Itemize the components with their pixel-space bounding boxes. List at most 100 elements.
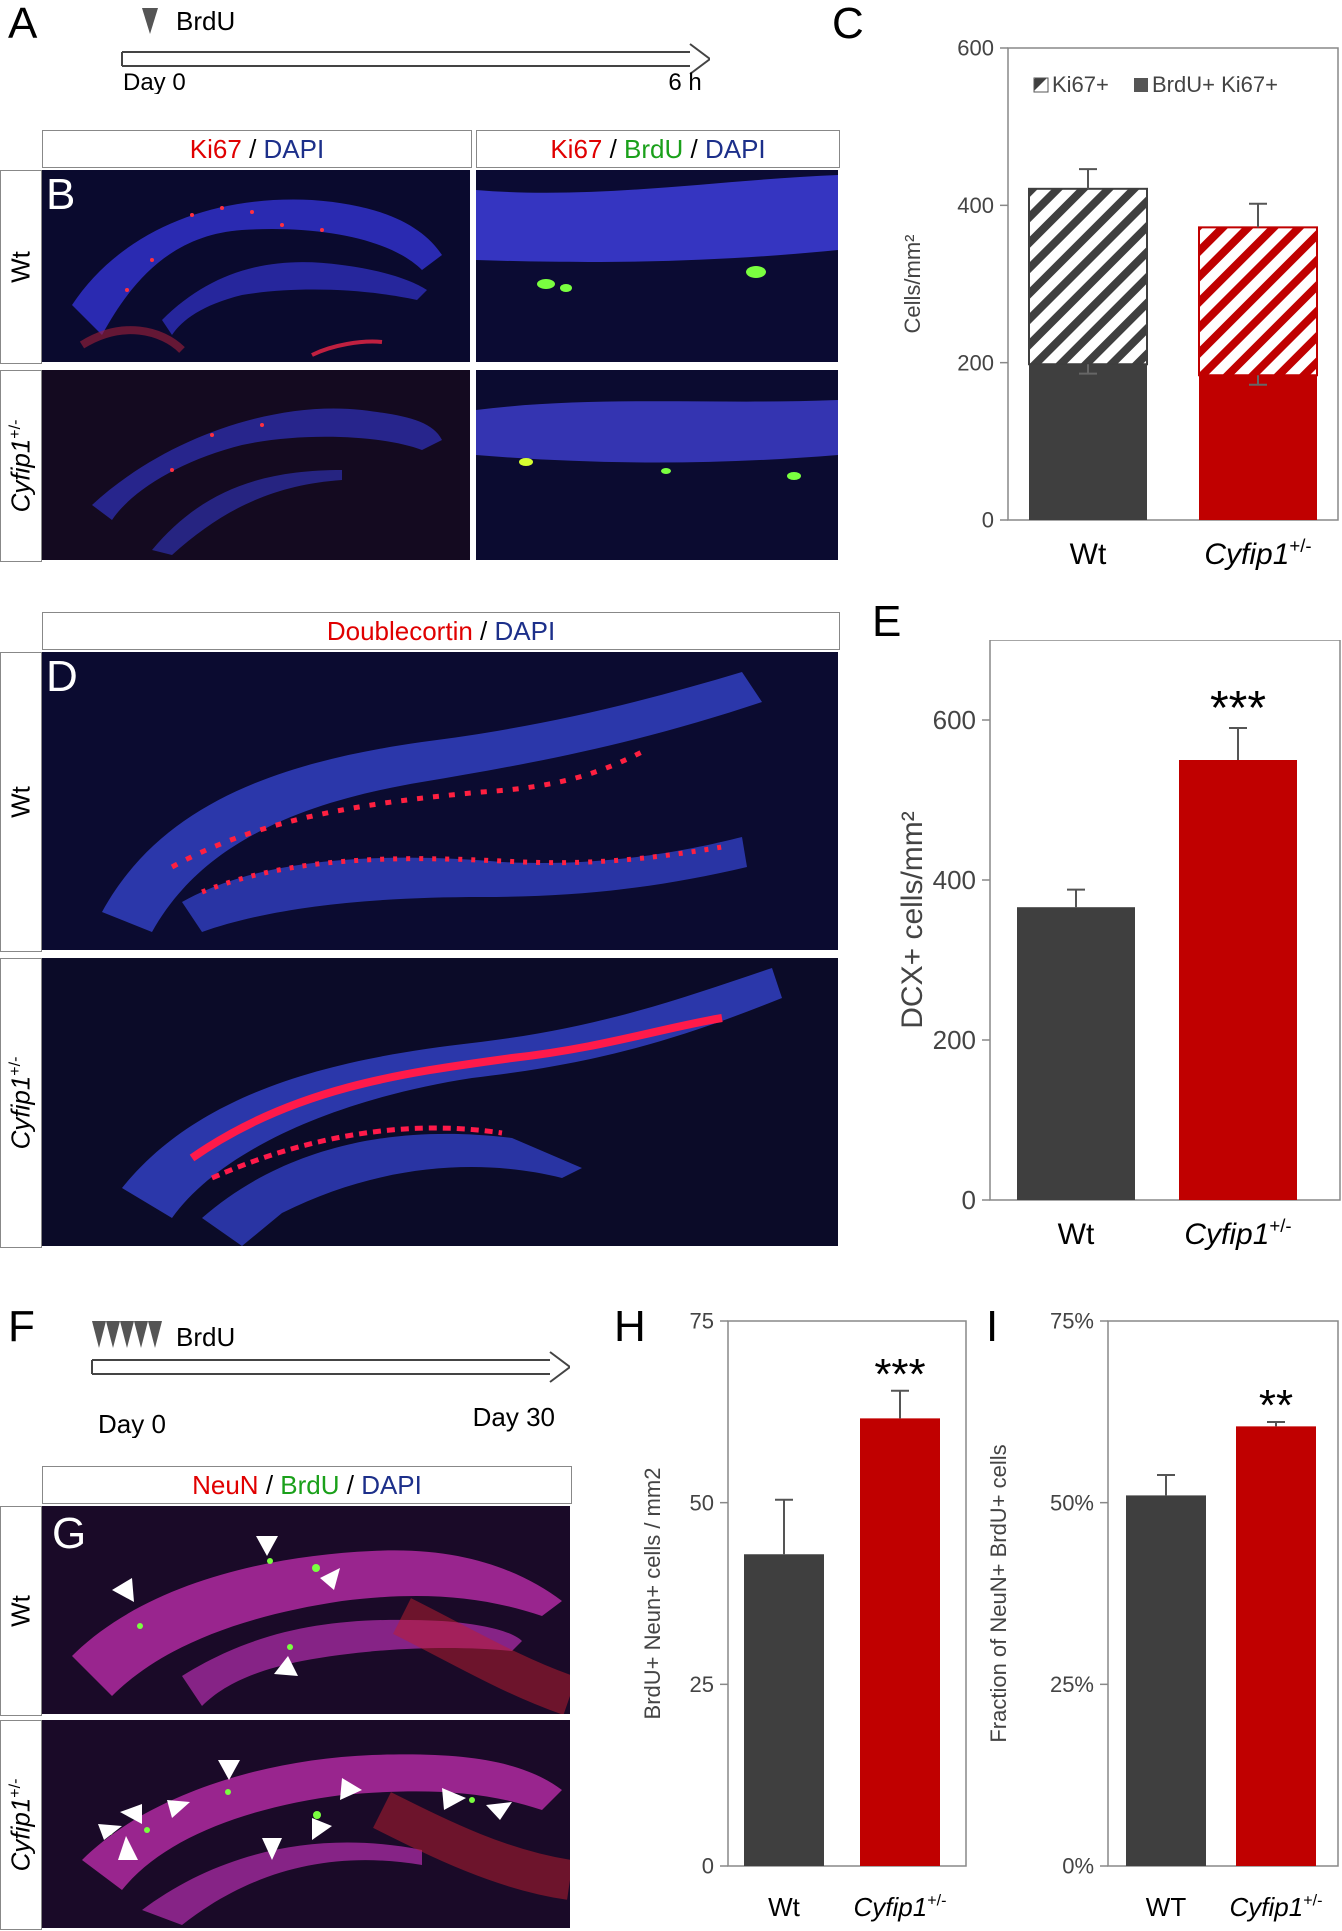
micrograph-d-wt: [42, 652, 838, 950]
panel-g-header: NeuN / BrdU / DAPI: [42, 1466, 572, 1504]
micrograph-b-cyfip1-overview: [42, 370, 470, 560]
y-tick-label: 75: [690, 1309, 714, 1334]
significance-marker: **: [1259, 1381, 1293, 1430]
plot-frame: [727, 1320, 967, 1867]
x-tick-label: Wt: [1070, 538, 1107, 571]
panel-g-row-wt: Wt: [0, 1506, 42, 1716]
micrograph-d-cyfip1: [42, 958, 838, 1246]
panel-b-row-cyfip1: Cyfip1+/-: [0, 370, 42, 562]
panel-d-row-wt: Wt: [0, 652, 42, 952]
x-tick-label: WT: [1146, 1892, 1187, 1922]
timeline-f: BrdU Day 0 Day 30: [91, 1321, 570, 1438]
significance-marker: ***: [1210, 682, 1266, 735]
micrograph-b-cyfip1-closeup: [476, 370, 838, 560]
arrowhead: [112, 1578, 134, 1602]
injection-marker: [120, 1321, 134, 1348]
plot-frame: [1107, 1320, 1339, 1867]
x-tick-label: Cyfip1+/-: [1204, 535, 1311, 571]
bar-ki67: [1028, 187, 1148, 366]
timeline-arrow: [121, 43, 710, 75]
bar: [744, 1554, 824, 1866]
y-tick-label: 75%: [1050, 1309, 1094, 1334]
chart-e: 0 200 400 600 DCX+ cells/mm² Wt Cyfip1+/- ***: [896, 640, 1341, 1251]
header-dapi: DAPI: [263, 134, 325, 164]
timeline-arrow: [91, 1351, 570, 1383]
legend-swatch-brdu-ki67: [1134, 78, 1148, 92]
y-tick-label: 200: [933, 1025, 976, 1055]
arrowhead: [312, 1818, 332, 1840]
panel-label-c: C: [832, 0, 864, 48]
arrowhead: [218, 1760, 240, 1780]
x-tick-label: Cyfip1+/-: [1230, 1892, 1323, 1922]
y-tick-label: 50: [690, 1490, 714, 1515]
arrowhead: [262, 1838, 282, 1860]
y-tick-label: 0: [982, 508, 994, 533]
arrowhead: [340, 1778, 362, 1800]
x-tick-label: Wt: [1058, 1218, 1095, 1251]
micrograph-b-wt-closeup: [476, 170, 838, 362]
plot-frame: [1007, 47, 1339, 521]
panel-label-h: H: [614, 1302, 646, 1351]
y-tick-label: 600: [933, 705, 976, 735]
panel-d-header: Doublecortin / DAPI: [42, 612, 840, 650]
timeline-a: BrdU Day 0 6 h: [121, 6, 710, 94]
chart-i: 0% 25% 50% 75% Fraction of NeuN+ BrdU+ cells…: [986, 1309, 1339, 1922]
chart-h: 0 25 50 75 BrdU+ Neun+ cells / mm2 Wt Cyfip1+/…: [640, 1309, 967, 1922]
y-axis-label: BrdU+ Neun+ cells / mm2: [640, 1468, 665, 1720]
arrowhead: [486, 1802, 512, 1820]
micrograph-g-cyfip1: [42, 1720, 570, 1928]
arrowhead: [274, 1656, 298, 1676]
plot-frame: [989, 640, 1341, 1201]
timeline-a-marker: BrdU: [176, 6, 235, 36]
panel-label-b: B: [46, 170, 76, 219]
timeline-a-start: Day 0: [123, 69, 186, 94]
legend-swatch-ki67: [1033, 77, 1049, 93]
x-tick-label: Wt: [768, 1892, 801, 1922]
micrograph-b-wt-overview: [42, 170, 470, 362]
x-tick-label: Cyfip1+/-: [1184, 1215, 1291, 1251]
bar-brdu-ki67: [1199, 375, 1317, 520]
arrowhead: [442, 1788, 466, 1810]
panel-label-a: A: [8, 0, 38, 48]
arrowhead: [118, 1836, 138, 1860]
panel-label-f: F: [8, 1302, 35, 1351]
injection-marker: [92, 1321, 106, 1348]
panel-b-right-header: Ki67 / BrdU / DAPI: [476, 130, 840, 168]
arrowhead: [98, 1824, 122, 1840]
panel-b-left-header: Ki67 / DAPI: [42, 130, 472, 168]
arrowhead: [167, 1800, 190, 1818]
arrowhead: [320, 1568, 340, 1590]
significance-marker: ***: [874, 1350, 925, 1399]
arrowhead: [256, 1536, 278, 1556]
bar: [1017, 907, 1135, 1200]
injection-marker: [142, 8, 158, 34]
panel-b-row-wt: Wt: [0, 170, 42, 364]
injection-marker: [148, 1321, 162, 1348]
legend-label-brdu-ki67: BrdU+ Ki67+: [1152, 72, 1278, 97]
y-tick-label: 400: [933, 865, 976, 895]
y-tick-label: 50%: [1050, 1490, 1094, 1515]
bar: [1236, 1426, 1316, 1866]
timeline-f-start: Day 0: [98, 1409, 166, 1438]
y-tick-label: 400: [957, 193, 994, 218]
y-axis-label: Fraction of NeuN+ BrdU+ cells: [986, 1444, 1011, 1742]
timeline-f-marker: BrdU: [176, 1322, 235, 1352]
y-tick-label: 200: [957, 350, 994, 375]
timeline-a-end: 6 h: [668, 69, 701, 94]
y-tick-label: 0: [962, 1185, 976, 1215]
bar: [1126, 1495, 1206, 1866]
panel-label-i: I: [986, 1302, 999, 1351]
y-tick-label: 0%: [1062, 1854, 1094, 1879]
bar: [1179, 760, 1297, 1200]
panel-label-e: E: [872, 597, 902, 646]
panel-label-g: G: [52, 1509, 87, 1558]
y-tick-label: 0: [702, 1854, 714, 1879]
panel-d-row-cyfip1: Cyfip1+/-: [0, 958, 42, 1248]
bar: [860, 1418, 940, 1866]
chart-c: 0 200 400 600 Cells/mm² Wt Cyfip1+/- Ki67+ BrdU+…: [900, 36, 1339, 571]
legend-label-ki67: Ki67+: [1052, 72, 1109, 97]
arrowhead: [120, 1804, 142, 1824]
panel-g-row-cyfip1: Cyfip1+/-: [0, 1720, 42, 1930]
panel-label-d: D: [46, 652, 78, 701]
header-ki67: Ki67: [189, 134, 242, 164]
